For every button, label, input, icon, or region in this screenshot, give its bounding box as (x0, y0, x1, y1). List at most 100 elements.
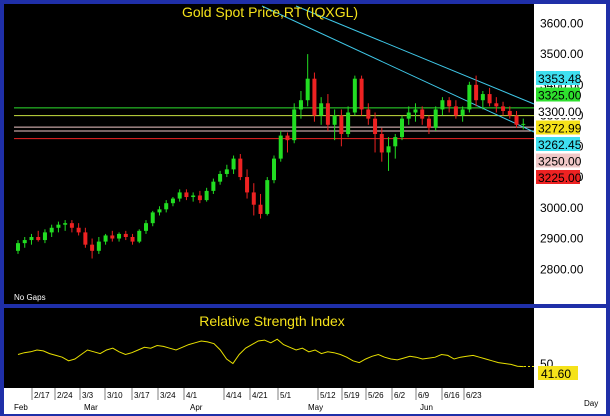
candle-body (285, 135, 290, 141)
date-tick-label: 4/21 (252, 391, 268, 400)
price-level-tag: 3353.48 (538, 72, 582, 86)
candle-body (150, 212, 155, 224)
date-tick-label: 6/23 (466, 391, 482, 400)
candle-body (373, 118, 378, 135)
candle-body (130, 236, 135, 242)
candle-body (460, 109, 465, 116)
candle-body (42, 232, 47, 241)
candle-body (69, 223, 74, 228)
candle-body (312, 78, 317, 116)
price-level-tag-bg (536, 104, 580, 118)
no-gaps-note: No Gaps (14, 293, 46, 302)
date-tick-label: 6/9 (418, 391, 430, 400)
candlesticks (16, 54, 526, 259)
price-level-tag-bg (536, 120, 580, 135)
price-level-tag-bg (536, 71, 580, 85)
candle-body (56, 224, 61, 228)
candle-body (16, 243, 20, 251)
candle-body (258, 204, 263, 214)
price-tick-label: 3500.00 (540, 47, 584, 61)
candle-body (474, 84, 479, 101)
candle-body (251, 192, 256, 205)
candle-body (218, 173, 223, 182)
candle-body (123, 233, 128, 237)
date-tick-label: 2/24 (57, 391, 73, 400)
candle-body (352, 78, 357, 113)
candle-body (325, 103, 330, 125)
price-level-tag: 3325.00 (538, 89, 582, 103)
candle-body (245, 177, 250, 193)
price-level-tag-bg (536, 137, 580, 151)
candle-body (29, 236, 34, 241)
candle-body (238, 158, 243, 178)
price-tick-label: 3600.00 (540, 16, 584, 30)
candle-body (386, 146, 391, 153)
candle-body (507, 110, 512, 116)
trend-channel (261, 5, 535, 133)
price-level-tag-bg (536, 87, 580, 102)
price-chart-title: Gold Spot Price,RT (IQXGL) (182, 4, 358, 20)
price-level-tag: 3262.45 (538, 138, 582, 152)
candle-body (83, 232, 88, 245)
date-tick-label: 3/10 (107, 391, 123, 400)
candle-body (480, 94, 485, 101)
candle-body (400, 118, 404, 138)
candle-body (339, 115, 344, 135)
candle-body (117, 233, 122, 239)
candle-body (22, 240, 27, 244)
candle-body (406, 112, 411, 119)
candle-body (164, 203, 169, 210)
candle-body (467, 84, 472, 110)
candle-body (204, 190, 209, 201)
price-level-tag: 3272.99 (538, 122, 582, 136)
rsi-last-value: 41.60 (541, 367, 571, 381)
date-tick-label: 5/19 (344, 391, 360, 400)
date-tick-label: 5/1 (280, 391, 292, 400)
candle-body (224, 169, 229, 174)
candle-body (191, 195, 196, 198)
candle-body (36, 236, 41, 241)
candle-body (184, 192, 189, 198)
candle-body (420, 109, 425, 119)
channel-lower-line (261, 5, 535, 133)
candle-body (501, 106, 506, 111)
date-tick-label: 5/26 (368, 391, 384, 400)
month-label: Feb (14, 403, 28, 412)
candle-body (157, 209, 162, 213)
candle-body (292, 109, 297, 141)
candle-body (426, 118, 431, 128)
candle-body (298, 100, 303, 110)
price-tick-label: 2900.00 (540, 232, 584, 246)
candle-body (514, 115, 519, 125)
candle-body (453, 106, 458, 116)
month-label: Jun (420, 403, 433, 412)
candle-body (332, 115, 337, 125)
candle-body (231, 158, 236, 170)
date-tick-label: 4/14 (226, 391, 242, 400)
candle-body (170, 198, 175, 204)
month-label: Mar (84, 403, 98, 412)
date-tick-label: 2/17 (34, 391, 50, 400)
date-tick-label: 5/12 (320, 391, 336, 400)
price-level-lines (14, 107, 534, 140)
candle-body (272, 158, 276, 181)
candle-body (76, 227, 81, 233)
candle-body (177, 192, 182, 199)
channel-upper-line (295, 5, 535, 105)
candle-body (197, 195, 202, 201)
candle-body (433, 109, 438, 128)
candle-body (137, 230, 142, 242)
rsi-series (17, 338, 534, 368)
rsi-line (17, 338, 524, 368)
date-tick-label: 6/16 (444, 391, 460, 400)
price-level-tag-bg (536, 153, 580, 168)
date-axis (4, 388, 606, 414)
date-tick-label: 4/1 (186, 391, 198, 400)
candle-body (96, 241, 101, 251)
candle-body (265, 180, 270, 214)
date-unit-label: Day (584, 399, 598, 408)
candle-body (494, 103, 499, 107)
candle-body (144, 223, 148, 231)
candle-body (359, 78, 364, 110)
date-tick-label: 3/17 (134, 391, 150, 400)
